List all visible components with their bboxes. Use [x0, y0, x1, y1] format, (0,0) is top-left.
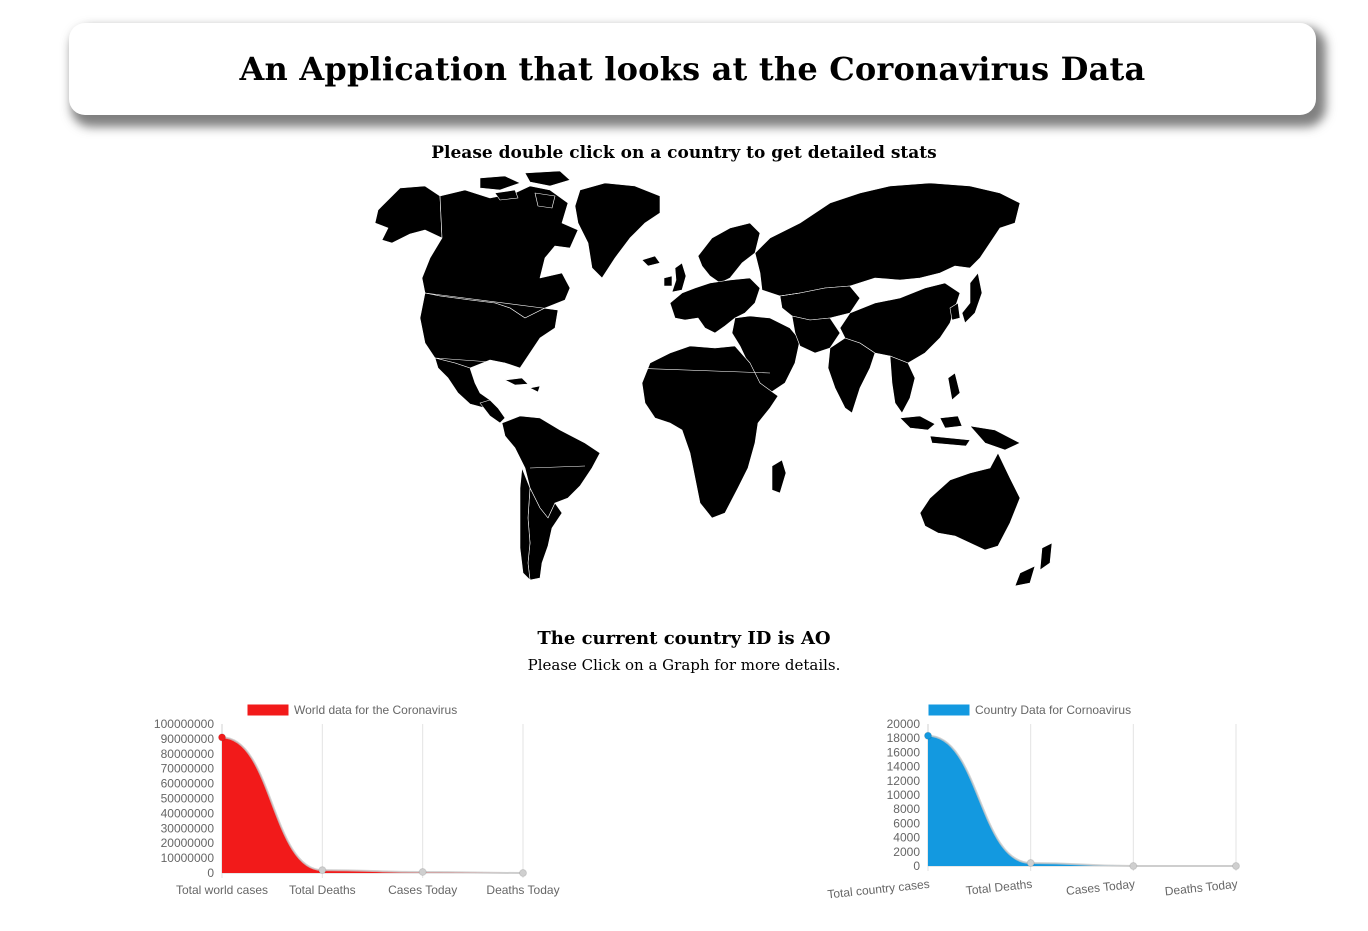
x-tick-label: Deaths Today — [486, 883, 559, 897]
country-chart[interactable]: Country Data for Cornoavirus 20000 18000 16… — [815, 696, 1255, 906]
y-tick-label: 20000 — [887, 717, 921, 731]
y-tick-label: 10000000 — [161, 851, 215, 865]
y-tick-label: 10000 — [887, 788, 921, 802]
y-tick-label: 2000 — [893, 845, 920, 859]
header-card: An Application that looks at the Coronav… — [69, 23, 1316, 115]
current-country-id: AO — [800, 628, 831, 649]
y-tick-label: 40000000 — [161, 806, 215, 820]
country-nz[interactable] — [1014, 542, 1053, 587]
world-chart[interactable]: World data for the Coronavirus 100000000 9… — [140, 696, 580, 906]
map-instruction: Please double click on a country to get … — [431, 143, 937, 163]
x-tick-label: Cases Today — [388, 883, 457, 897]
y-tick-label: 90000000 — [161, 732, 215, 746]
app-title: An Application that looks at the Coronav… — [239, 50, 1146, 88]
country-chart-svg[interactable]: Country Data for Cornoavirus200001800016… — [815, 696, 1255, 906]
x-tick-label: Total Deaths — [965, 877, 1033, 898]
country-mg[interactable] — [771, 459, 787, 494]
x-tick-label: Deaths Today — [1164, 877, 1238, 899]
country-us-alaska[interactable] — [374, 185, 443, 244]
y-tick-label: 8000 — [893, 802, 920, 816]
country-middle-east[interactable] — [731, 315, 801, 394]
y-tick-label: 14000 — [887, 760, 921, 774]
legend-swatch-1[interactable] — [927, 703, 971, 717]
y-tick-label: 12000 — [887, 774, 921, 788]
country-is[interactable] — [641, 255, 661, 267]
country-ie[interactable] — [663, 275, 673, 287]
country-in[interactable] — [827, 337, 876, 414]
y-tick-label: 60000000 — [161, 777, 215, 791]
y-tick-label: 20000000 — [161, 836, 215, 850]
country-gb[interactable] — [671, 262, 687, 293]
y-tick-label: 50000000 — [161, 792, 215, 806]
country-ca-islands[interactable] — [479, 170, 571, 209]
country-gl[interactable] — [574, 182, 661, 279]
x-tick-label: Total Deaths — [289, 883, 356, 897]
x-tick-label: Total country cases — [827, 877, 931, 902]
x-tick-label: Cases Today — [1065, 877, 1135, 898]
country-europe[interactable] — [669, 277, 761, 334]
country-jp[interactable] — [961, 272, 983, 324]
series-area-0[interactable] — [222, 737, 523, 873]
data-point[interactable] — [1129, 862, 1138, 870]
country-ru[interactable] — [754, 182, 1021, 297]
y-tick-label: 0 — [913, 859, 920, 873]
data-point[interactable] — [519, 868, 527, 877]
y-tick-label: 18000 — [887, 731, 921, 745]
country-cn[interactable] — [839, 282, 961, 364]
y-tick-label: 4000 — [893, 831, 920, 845]
country-no-se-fi[interactable] — [697, 222, 761, 284]
y-tick-label: 80000000 — [161, 747, 215, 761]
country-cu[interactable] — [504, 377, 541, 393]
country-ph[interactable] — [947, 372, 961, 401]
legend-label-1[interactable]: Country Data for Cornoavirus — [975, 703, 1131, 717]
data-point[interactable] — [218, 733, 226, 742]
y-tick-label: 100000000 — [154, 717, 214, 731]
legend-label-0[interactable]: World data for the Coronavirus — [294, 703, 457, 717]
series-area-1[interactable] — [928, 735, 1236, 866]
current-country-line: The current country ID is AO — [0, 628, 1368, 649]
data-point[interactable] — [1026, 859, 1035, 868]
y-tick-label: 16000 — [887, 745, 921, 759]
country-mx[interactable] — [434, 357, 491, 409]
country-central-america[interactable] — [479, 399, 506, 424]
data-point[interactable] — [318, 866, 327, 875]
legend-swatch-0[interactable] — [246, 703, 290, 717]
world-map[interactable] — [330, 168, 1055, 593]
series-line-1 — [927, 734, 1236, 867]
world-map-svg[interactable] — [330, 168, 1055, 593]
graph-instruction: Please Click on a Graph for more details… — [527, 656, 841, 674]
data-point[interactable] — [418, 867, 427, 876]
x-tick-label: Total world cases — [176, 883, 268, 897]
y-tick-label: 70000000 — [161, 762, 215, 776]
y-tick-label: 6000 — [893, 816, 920, 830]
country-kr[interactable] — [949, 302, 961, 321]
series-line-0 — [221, 736, 524, 874]
country-africa[interactable] — [641, 345, 779, 519]
country-id[interactable] — [899, 415, 1021, 451]
data-point[interactable] — [1232, 862, 1240, 870]
current-country-label: The current country ID is — [537, 628, 795, 649]
world-chart-svg[interactable]: World data for the Coronavirus1000000009… — [140, 696, 580, 906]
country-au[interactable] — [919, 452, 1021, 551]
country-se-asia[interactable] — [889, 355, 916, 414]
data-point[interactable] — [924, 731, 932, 740]
y-tick-label: 0 — [207, 866, 214, 880]
y-tick-label: 30000000 — [161, 821, 215, 835]
country-cl[interactable] — [519, 467, 531, 581]
